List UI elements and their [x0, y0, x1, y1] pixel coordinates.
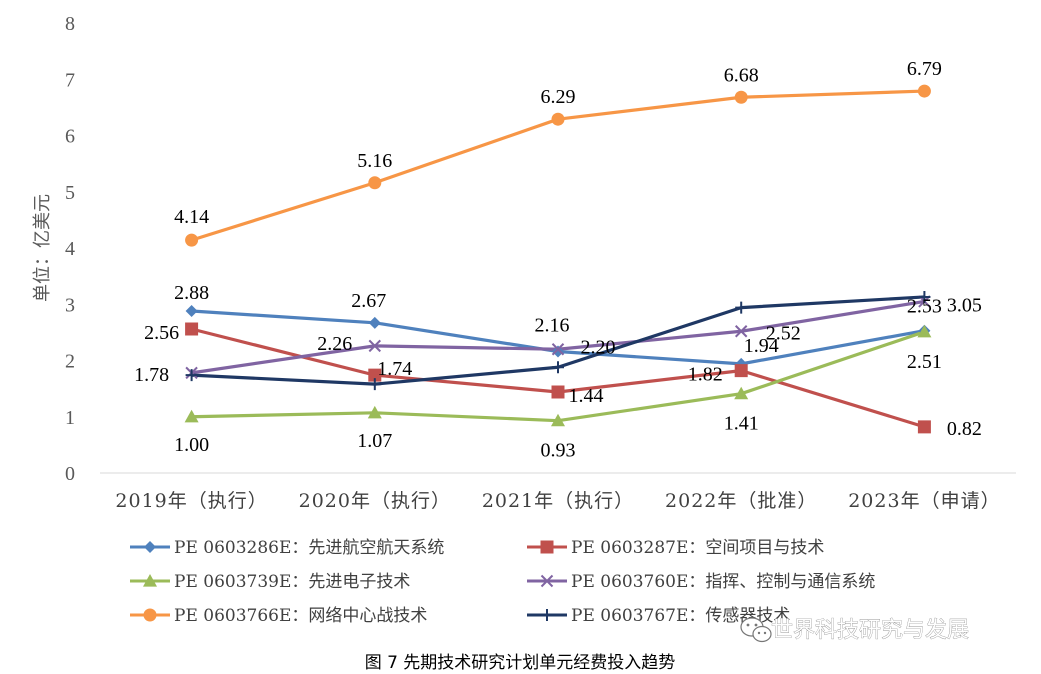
- marker-plus: [368, 378, 381, 391]
- series-line: [191, 327, 925, 429]
- marker-circle: [734, 90, 748, 104]
- data-label: 2.88: [174, 282, 209, 304]
- marker-circle: [143, 608, 157, 622]
- legend-item: PE 0603739E：先进电子技术: [130, 572, 410, 592]
- data-label: 2.56: [144, 322, 179, 344]
- marker-square: [368, 368, 382, 382]
- marker-circle: [368, 176, 382, 190]
- data-label: 1.74: [377, 358, 412, 380]
- y-axis-label: 单位：亿美元: [32, 194, 53, 302]
- x-tick-label: 2022年（批准）: [665, 490, 817, 512]
- x-axis-ticks: 2019年（执行） 2020年（执行） 2021年（执行） 2022年（批准） 2023…: [115, 490, 1000, 512]
- data-label: 1.00: [174, 434, 209, 456]
- marker-triangle: [551, 413, 565, 427]
- x-tick-label: 2020年（执行）: [299, 490, 451, 512]
- data-label: 2.26: [317, 333, 352, 355]
- marker-triangle: [734, 386, 749, 400]
- marker-circle: [551, 112, 565, 126]
- data-label: 3.05: [947, 294, 982, 316]
- data-label: 2.51: [907, 351, 942, 373]
- marker-circle: [185, 233, 199, 247]
- legend-item: PE 0603767E：传感器技术: [527, 606, 790, 626]
- marker-triangle: [917, 324, 932, 338]
- watermark-text: 世界科技研究与发展: [771, 618, 969, 643]
- data-label: 6.68: [724, 64, 759, 86]
- data-label: 2.67: [351, 290, 386, 312]
- marker-square: [551, 385, 565, 399]
- wechat-icon: [740, 617, 772, 643]
- data-labels: 2.88 2.67 2.16 1.94 2.53 2.56 1.74 1.44 1.82 0.82…: [134, 58, 982, 462]
- marker-diamond: [185, 305, 198, 317]
- y-tick-label: 6: [65, 126, 75, 148]
- y-axis-ticks: 0 1 2 3 4 5 6 7 8: [65, 13, 75, 485]
- data-label: 0.93: [541, 440, 576, 462]
- marker-square: [734, 364, 748, 378]
- marker-plus: [541, 609, 553, 621]
- data-label: 1.78: [134, 364, 169, 386]
- legend-label: PE 0603766E：网络中心战技术: [174, 606, 427, 626]
- marker-x: [551, 343, 565, 356]
- marker-plus: [552, 361, 564, 374]
- marker-triangle: [143, 574, 157, 587]
- legend-label: PE 0603287E：空间项目与技术: [571, 538, 824, 558]
- y-tick-label: 5: [65, 182, 75, 204]
- legend-label: PE 0603760E：指挥、控制与通信系统: [571, 572, 875, 592]
- x-tick-label: 2023年（申请）: [848, 490, 1000, 512]
- marker-diamond: [552, 345, 564, 358]
- marker-x: [734, 325, 748, 338]
- marker-plus: [185, 369, 198, 382]
- x-tick-label: 2021年（执行）: [482, 490, 634, 512]
- data-label: 0.82: [947, 418, 982, 440]
- legend-item: PE 0603766E：网络中心战技术: [130, 606, 427, 626]
- marker-diamond: [144, 541, 156, 553]
- legend-label: PE 0603767E：传感器技术: [571, 606, 790, 626]
- data-label: 2.52: [766, 322, 801, 344]
- legend-item: PE 0603287E：空间项目与技术: [527, 538, 824, 558]
- marker-x: [368, 339, 382, 353]
- marker-diamond: [368, 316, 381, 329]
- data-label: 6.79: [907, 58, 942, 80]
- data-label: 2.20: [581, 336, 616, 358]
- legend-item: PE 0603760E：指挥、控制与通信系统: [527, 572, 875, 592]
- data-label: 1.82: [688, 364, 723, 386]
- marker-plus: [918, 290, 931, 303]
- y-tick-label: 4: [65, 238, 75, 260]
- series-line: [191, 330, 925, 423]
- data-label: 6.29: [541, 86, 576, 108]
- y-tick-label: 1: [65, 407, 75, 429]
- legend-item: PE 0603286E：先进航空航天系统: [130, 538, 444, 558]
- data-label: 1.07: [357, 430, 392, 452]
- watermark: 世界科技研究与发展: [740, 617, 969, 643]
- data-label: 4.14: [174, 206, 209, 228]
- legend-label: PE 0603286E：先进航空航天系统: [174, 538, 444, 558]
- y-tick-label: 8: [65, 13, 75, 35]
- series-lines: [191, 89, 925, 429]
- y-tick-label: 0: [65, 463, 75, 485]
- data-label: 2.16: [535, 315, 570, 337]
- marker-square: [540, 540, 554, 554]
- marker-circle: [917, 84, 931, 98]
- legend-label: PE 0603739E：先进电子技术: [174, 572, 410, 592]
- data-label: 1.41: [724, 413, 759, 435]
- y-tick-label: 2: [65, 351, 75, 373]
- marker-triangle: [184, 409, 199, 423]
- y-tick-label: 3: [65, 294, 75, 316]
- data-label: 1.44: [569, 385, 604, 407]
- legend: PE 0603286E：先进航空航天系统 PE 0603287E：空间项目与技术 P…: [130, 538, 875, 626]
- marker-x: [540, 574, 554, 588]
- series-markers: [184, 84, 932, 434]
- marker-triangle: [367, 405, 382, 419]
- data-label: 1.94: [744, 335, 779, 357]
- marker-square: [917, 420, 931, 434]
- marker-square: [185, 322, 199, 336]
- marker-plus: [735, 301, 748, 314]
- data-label: 5.16: [357, 150, 392, 172]
- data-label: 2.53: [907, 296, 942, 318]
- figure-caption: 图 7 先期技术研究计划单元经费投入趋势: [365, 653, 676, 673]
- x-tick-label: 2019年（执行）: [115, 490, 267, 512]
- y-tick-label: 7: [65, 69, 75, 91]
